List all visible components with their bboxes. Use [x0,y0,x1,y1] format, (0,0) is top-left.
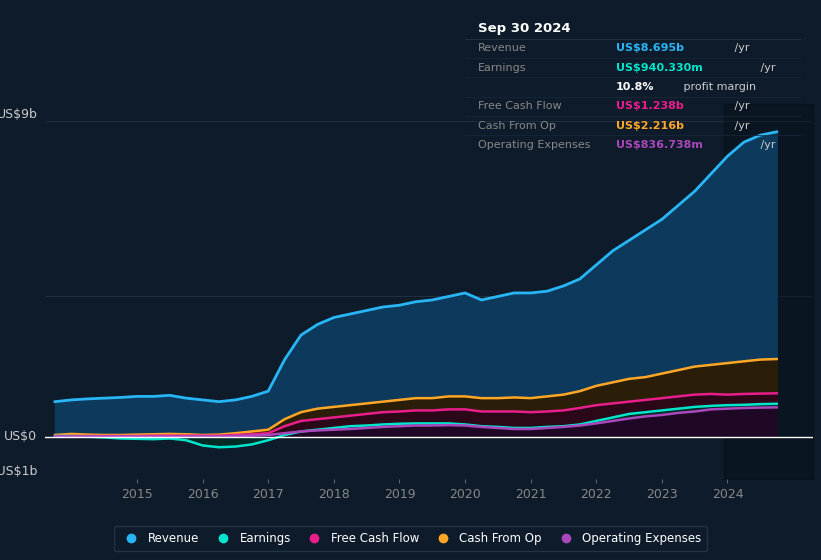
Text: US$1.238b: US$1.238b [616,101,684,111]
Text: /yr: /yr [732,44,750,54]
Text: /yr: /yr [757,140,775,150]
Text: Cash From Op: Cash From Op [478,120,556,130]
Text: Revenue: Revenue [478,44,527,54]
Text: US$9b: US$9b [0,108,38,121]
Text: Sep 30 2024: Sep 30 2024 [478,22,571,35]
Text: US$0: US$0 [4,430,38,443]
Text: 10.8%: 10.8% [616,82,654,92]
Text: /yr: /yr [732,101,750,111]
Text: profit margin: profit margin [680,82,756,92]
Text: US$8.695b: US$8.695b [616,44,684,54]
Text: /yr: /yr [757,63,775,73]
Legend: Revenue, Earnings, Free Cash Flow, Cash From Op, Operating Expenses: Revenue, Earnings, Free Cash Flow, Cash … [114,526,707,551]
Text: US$836.738m: US$836.738m [616,140,703,150]
Text: US$2.216b: US$2.216b [616,120,684,130]
Text: US$940.330m: US$940.330m [616,63,703,73]
Text: Free Cash Flow: Free Cash Flow [478,101,562,111]
Text: Earnings: Earnings [478,63,526,73]
Text: Operating Expenses: Operating Expenses [478,140,590,150]
Text: /yr: /yr [732,120,750,130]
Text: -US$1b: -US$1b [0,465,38,478]
